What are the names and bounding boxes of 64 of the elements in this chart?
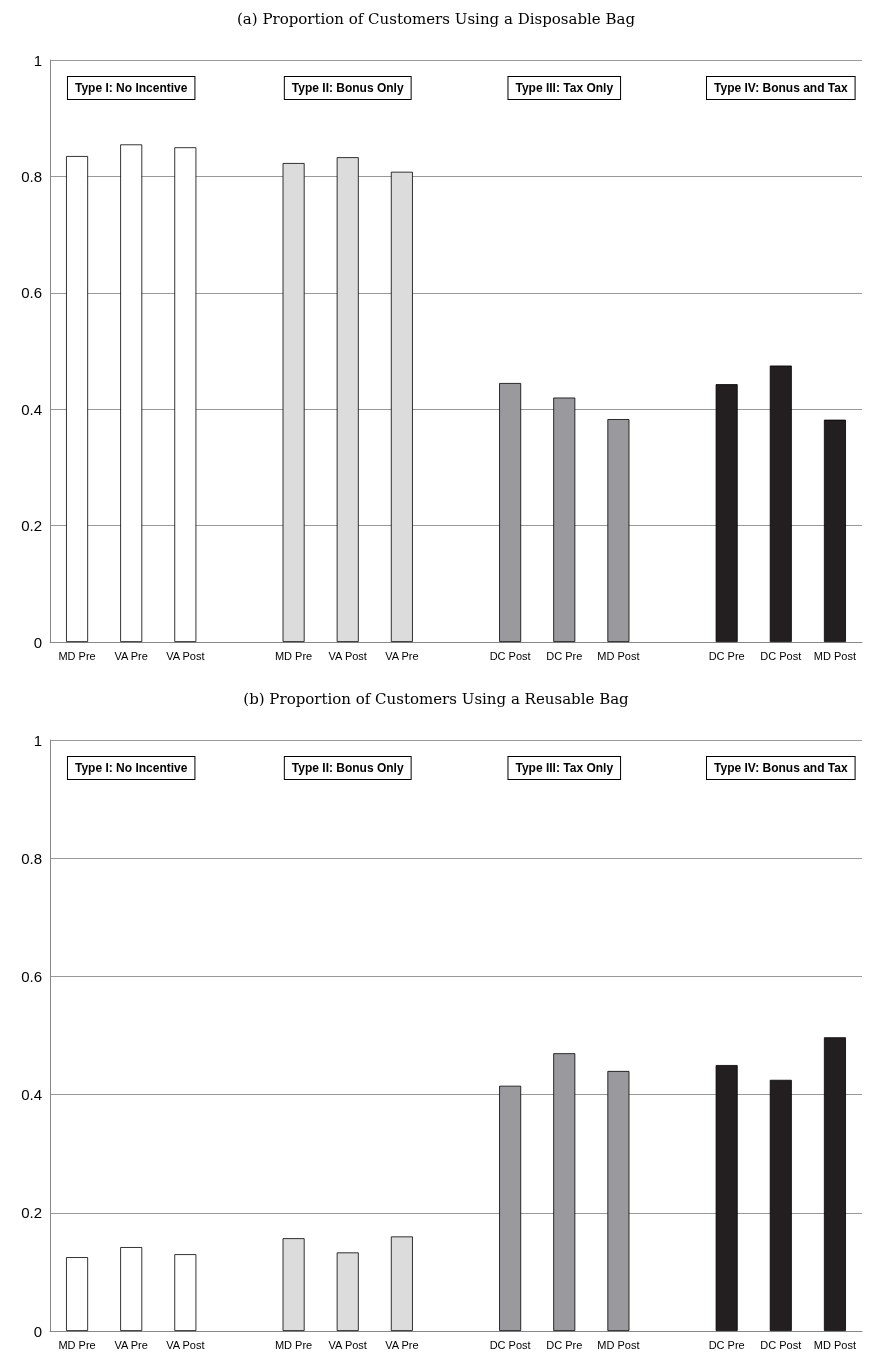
x-tick-label: VA Post	[328, 649, 367, 662]
chart-title: (b) Proportion of Customers Using a Reusable Bag	[243, 689, 630, 708]
bar	[390, 171, 413, 642]
x-tick-label: DC Pre	[546, 649, 583, 662]
bar	[174, 147, 197, 642]
y-tick-label: 0.2	[21, 517, 42, 535]
y-tick-label: 0	[33, 1322, 42, 1340]
annotation: Type II: Bonus Only	[291, 81, 404, 95]
x-tick-label: DC Pre	[708, 1338, 745, 1351]
annotation: Type III: Tax Only	[515, 761, 614, 775]
bar	[120, 1247, 143, 1331]
x-tick-label: VA Pre	[385, 1338, 419, 1351]
bar	[174, 1254, 197, 1331]
bar	[715, 384, 738, 642]
x-tick-label: DC Post	[760, 649, 802, 662]
x-tick-label: MD Post	[597, 649, 640, 662]
y-tick-label: 0.2	[21, 1204, 42, 1222]
x-tick-label: VA Post	[166, 1338, 205, 1351]
x-tick-label: MD Pre	[274, 649, 313, 662]
y-tick-label: 0	[33, 633, 42, 651]
x-tick-label: MD Pre	[58, 1338, 96, 1351]
bar	[282, 1238, 305, 1331]
x-tick-label: DC Post	[760, 1338, 802, 1351]
annotation: Type IV: Bonus and Tax	[714, 81, 848, 95]
bar	[715, 1065, 738, 1331]
x-tick-label: MD Post	[813, 649, 857, 662]
bar	[823, 1037, 846, 1331]
x-tick-label: MD Post	[813, 1338, 857, 1351]
x-tick-label: MD Pre	[274, 1338, 313, 1351]
bar	[336, 157, 359, 642]
annotation: Type IV: Bonus and Tax	[714, 761, 848, 775]
y-tick-label: 0.4	[21, 400, 42, 418]
bar	[390, 1236, 413, 1331]
bar	[120, 144, 143, 642]
bar	[823, 419, 846, 642]
bar	[282, 163, 305, 642]
x-tick-label: MD Pre	[58, 649, 96, 662]
chart-title: (a) Proportion of Customers Using a Disposable Bag	[236, 9, 636, 28]
y-tick-label: 0.8	[21, 167, 42, 185]
y-tick-label: 1	[33, 51, 42, 69]
x-tick-label: VA Pre	[114, 1338, 148, 1351]
bar	[66, 1257, 89, 1331]
x-tick-label: VA Post	[328, 1338, 367, 1351]
bar	[769, 1079, 792, 1331]
y-tick-label: 1	[33, 731, 42, 749]
x-tick-label: MD Post	[597, 1338, 640, 1351]
annotation: Type II: Bonus Only	[291, 761, 404, 775]
x-tick-label: DC Post	[489, 649, 531, 662]
annotation: Type I: No Incentive	[74, 81, 188, 95]
bar	[66, 156, 89, 642]
bar	[769, 365, 792, 642]
x-tick-label: VA Pre	[114, 649, 148, 662]
x-tick-label: VA Pre	[385, 649, 419, 662]
y-tick-label: 0.8	[21, 849, 42, 867]
y-tick-label: 0.6	[21, 284, 42, 302]
x-tick-label: DC Pre	[546, 1338, 583, 1351]
annotation: Type III: Tax Only	[515, 81, 614, 95]
x-tick-label: DC Post	[489, 1338, 531, 1351]
y-tick-label: 0.6	[21, 967, 42, 985]
x-tick-label: VA Post	[166, 649, 205, 662]
x-tick-label: DC Pre	[708, 649, 745, 662]
y-tick-label: 0.4	[21, 1086, 42, 1104]
annotation: Type I: No Incentive	[74, 761, 188, 775]
bar	[336, 1252, 359, 1331]
